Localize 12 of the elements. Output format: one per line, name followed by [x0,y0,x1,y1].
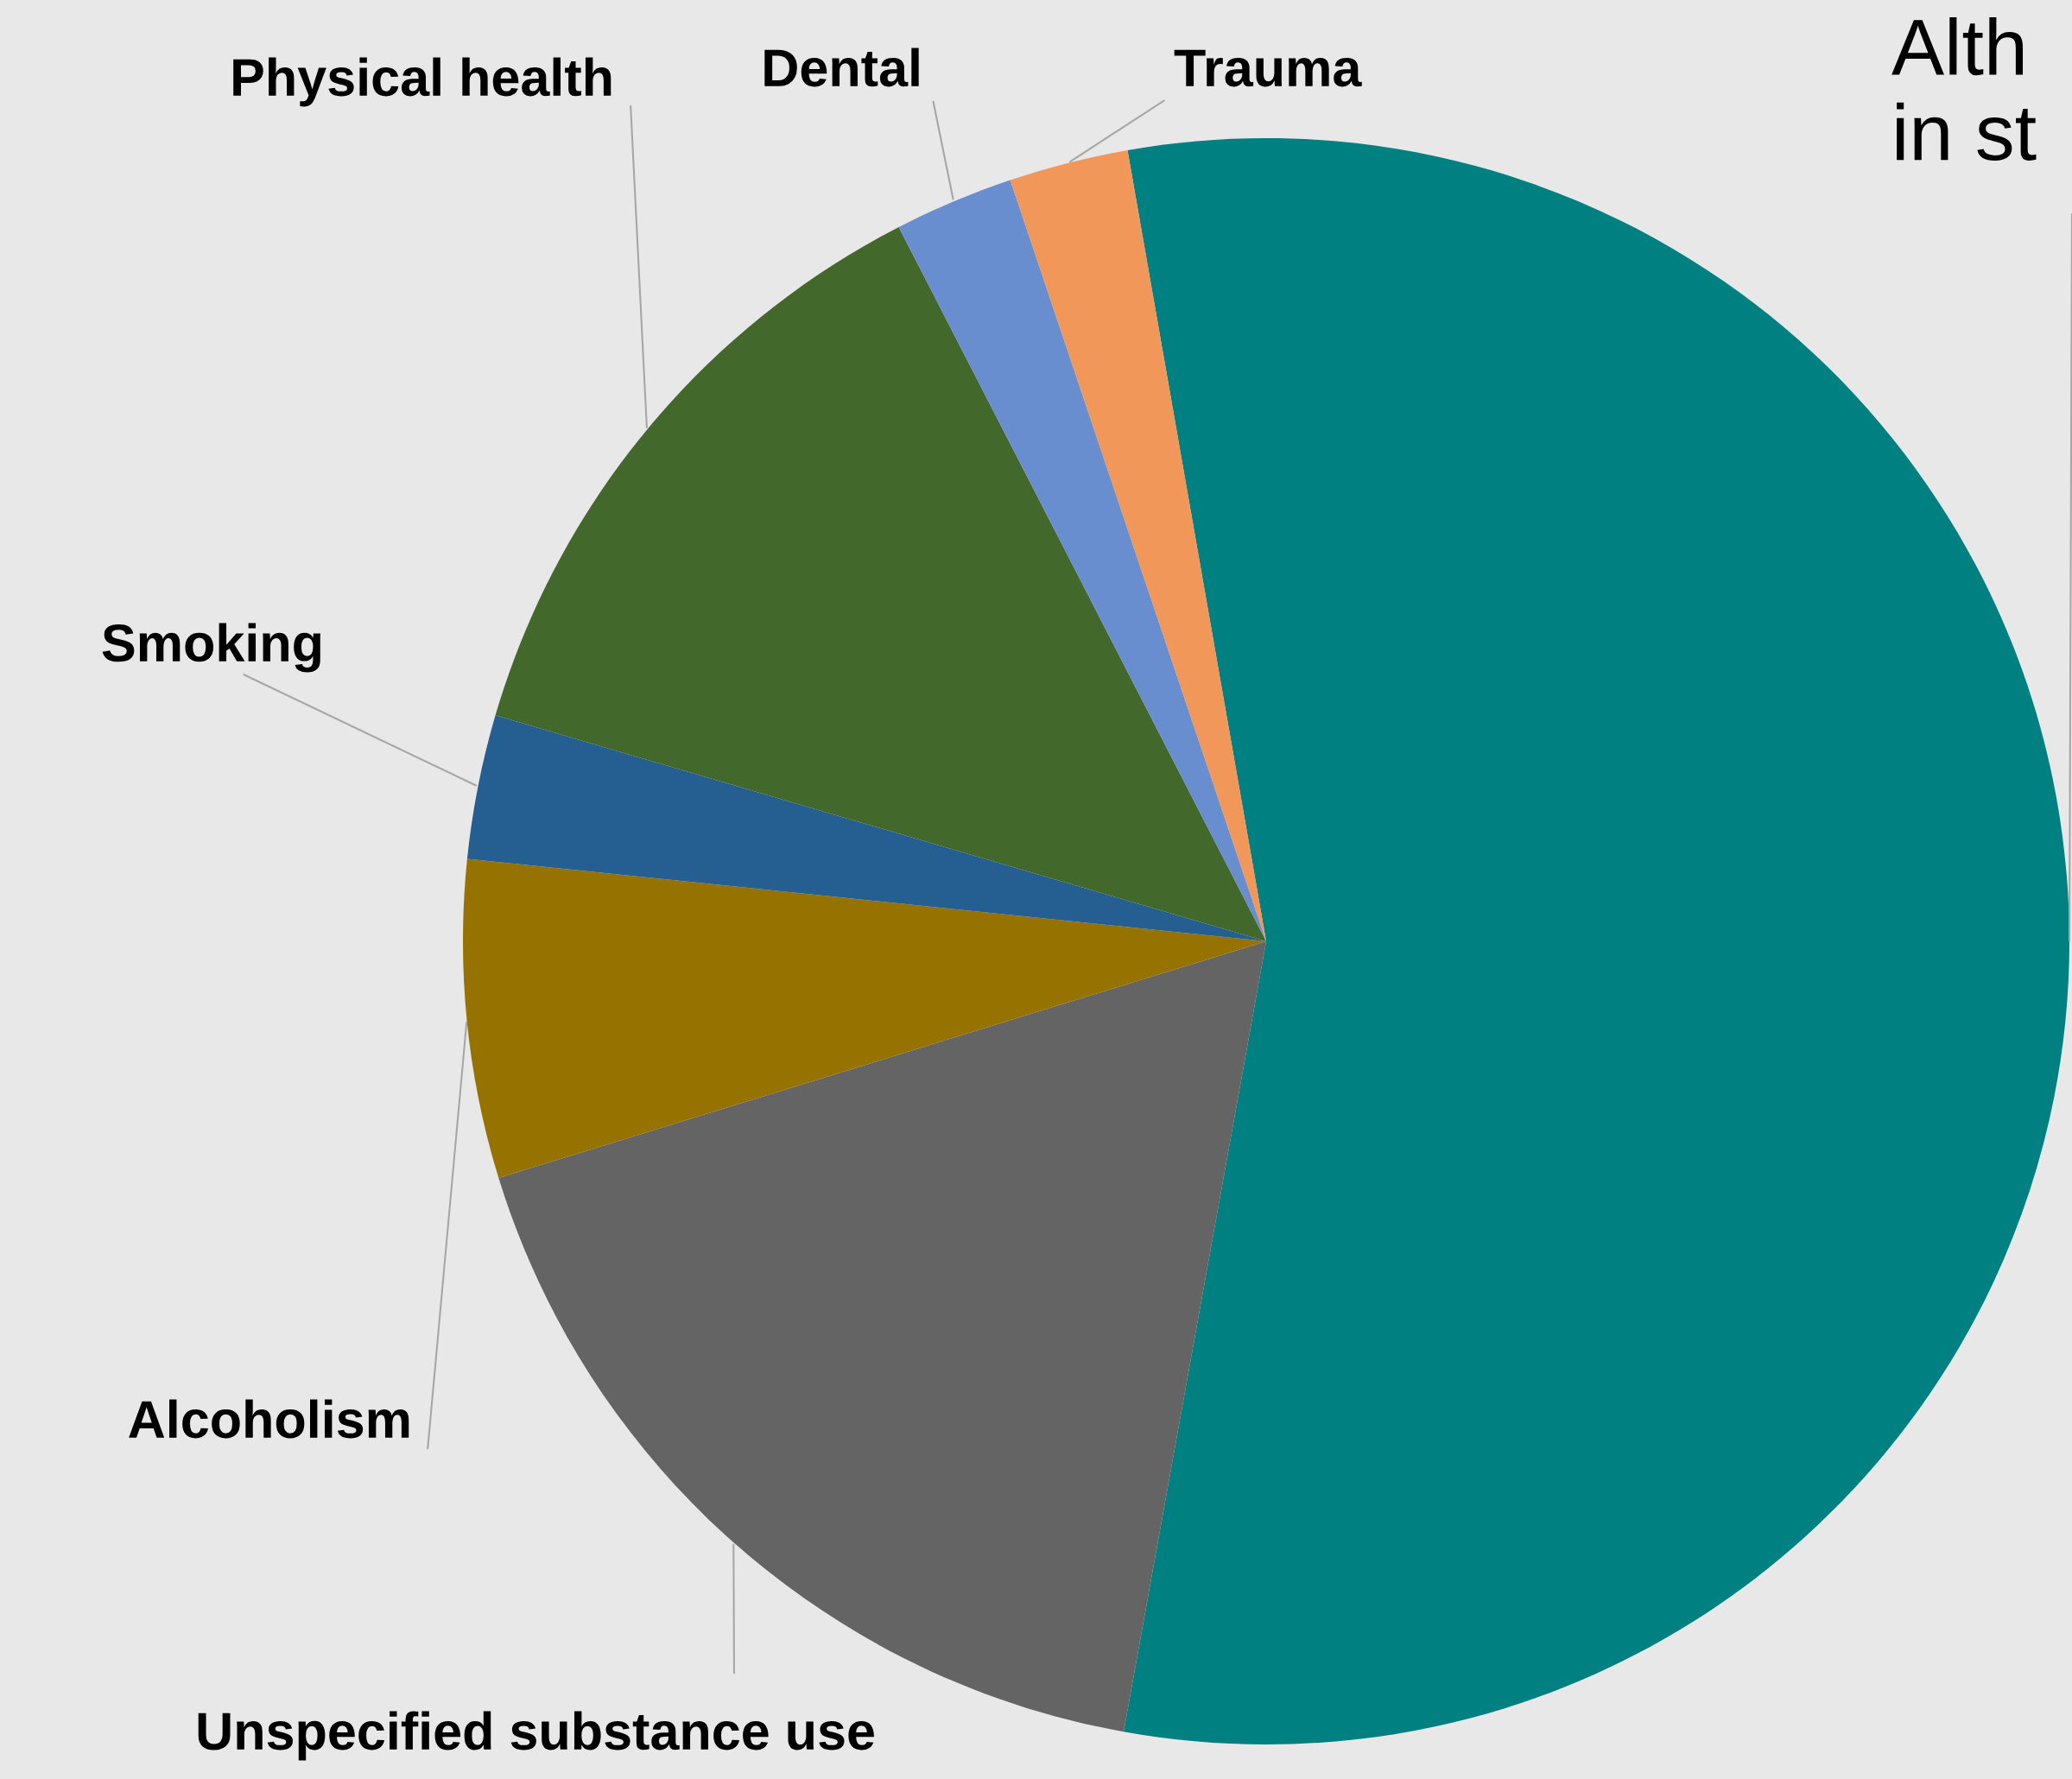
slice-label: Smoking [102,623,320,673]
pie-slice [898,180,1266,941]
slice-label: Trauma [1174,49,1362,87]
pie-slice [495,226,1266,941]
slice-label: Physical health [233,57,611,107]
slice-label: Alcoholism [129,1399,409,1439]
pie-slice [1010,149,1266,941]
slice-label: Alth in st [1891,17,2037,161]
slice-label: Dental [764,47,919,87]
slice-label: Unspecified substance use [198,1711,874,1761]
pie-slice [463,858,1266,1179]
pie-slice [466,715,1266,941]
